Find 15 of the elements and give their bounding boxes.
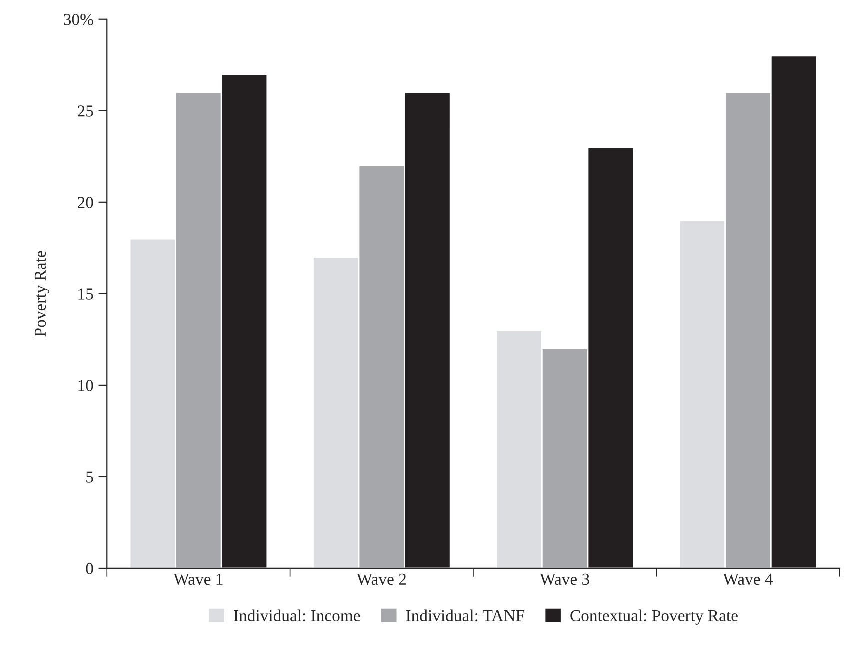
x-tick-label: Wave 2 [356,574,406,586]
y-tick-label: 20 [78,197,94,208]
x-tick-label: Wave 1 [174,574,223,586]
legend-label: Individual: TANF [406,610,524,622]
x-tick-label: Wave 3 [540,574,590,586]
y-tick-label: 0 [86,563,94,574]
legend-label: Individual: Income [234,610,360,622]
y-tick-label: 10 [78,380,94,392]
y-tick-label: 5 [86,472,94,483]
y-tick-label: 25 [78,106,94,117]
legend-label: Contextual: Poverty Rate [570,610,738,625]
x-tick-label: Wave 4 [723,574,774,586]
y-axis-title: Poverty Rate [34,251,50,337]
y-tick-label: 30% [64,14,94,26]
y-tick-label: 15 [78,288,94,300]
